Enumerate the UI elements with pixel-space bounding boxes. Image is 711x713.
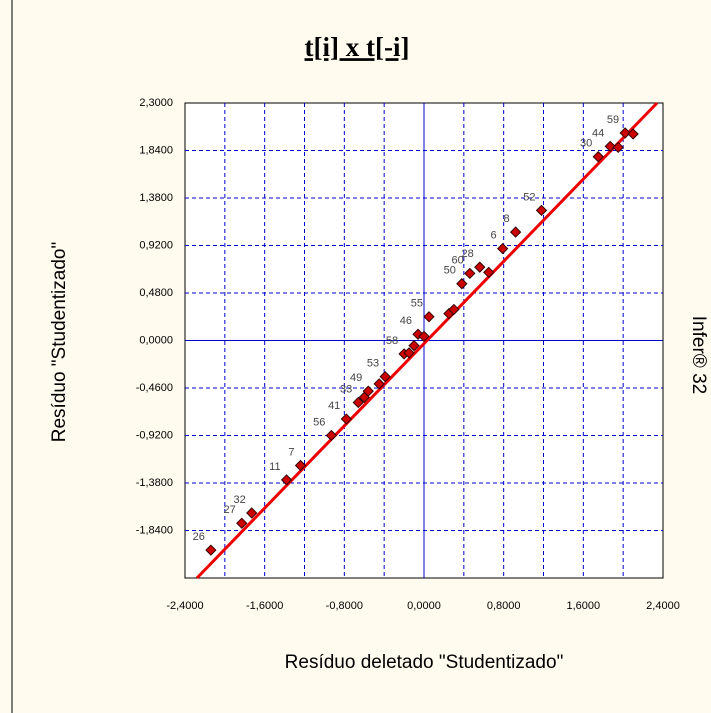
- point-label: 11: [269, 461, 280, 473]
- point: [604, 140, 616, 153]
- point-label: 58: [386, 335, 398, 347]
- point-label: 49: [350, 372, 362, 384]
- x-tick-label: 2,4000: [646, 600, 680, 612]
- point-label: 7: [288, 446, 294, 458]
- point-label: 30: [580, 138, 592, 150]
- point: [474, 261, 486, 273]
- y-tick-label: 1,3800: [139, 192, 173, 204]
- point: [403, 347, 415, 359]
- point: [358, 391, 370, 403]
- y-axis-label: Resíduo "Studentizado": [49, 242, 70, 442]
- point: [205, 544, 217, 556]
- y-tick-label: -0,9200: [136, 429, 173, 441]
- x-axis-label: Resíduo deletado "Studentizado": [285, 652, 564, 673]
- point-label: 46: [400, 315, 412, 327]
- x-tick-label: -0,8000: [326, 600, 363, 612]
- point: [423, 311, 435, 323]
- point-label: 32: [233, 494, 245, 506]
- point-label: 60: [452, 254, 464, 266]
- y-tick-label: 0,4800: [139, 287, 173, 299]
- point-label: 53: [367, 358, 379, 370]
- point: [246, 507, 258, 519]
- x-tick-label: 0,8000: [487, 600, 521, 612]
- point-label: 59: [607, 114, 619, 126]
- point-label: 41: [328, 400, 340, 412]
- point: [535, 204, 548, 217]
- point-label: 26: [193, 531, 205, 543]
- point-label: 28: [462, 248, 474, 260]
- chart-title: t[i] x t[-i]: [305, 32, 410, 62]
- point: [379, 370, 391, 383]
- point: [352, 396, 364, 409]
- point: [280, 474, 293, 486]
- x-tick-label: 1,6000: [567, 600, 601, 612]
- y-tick-label: 0,9200: [139, 239, 173, 251]
- point: [418, 330, 430, 343]
- point: [325, 429, 338, 442]
- point-label: 52: [523, 191, 535, 203]
- point: [497, 242, 509, 255]
- point: [373, 378, 385, 390]
- y-tick-label: 2,3000: [139, 97, 173, 109]
- point-label: 8: [503, 213, 509, 225]
- fit-line: [195, 101, 659, 580]
- point: [483, 266, 495, 279]
- point: [456, 278, 468, 290]
- point: [236, 517, 248, 529]
- x-tick-label: 0,0000: [407, 600, 441, 612]
- side-text: Infer® 32: [688, 316, 709, 394]
- point-label: 56: [313, 416, 325, 428]
- y-tick-label: -1,3800: [136, 477, 173, 489]
- point-label: 6: [491, 230, 497, 242]
- point: [294, 459, 307, 472]
- point: [509, 226, 522, 238]
- x-tick-label: -1,6000: [246, 600, 283, 612]
- point: [448, 303, 460, 316]
- point-label: 27: [224, 504, 236, 516]
- point-label: 50: [444, 265, 456, 277]
- y-tick-label: 1,8400: [139, 144, 173, 156]
- point: [408, 340, 420, 352]
- y-tick-label: 0,0000: [139, 334, 173, 346]
- point: [592, 151, 604, 163]
- point: [619, 127, 631, 139]
- point: [464, 267, 476, 280]
- point: [627, 128, 639, 140]
- point: [612, 141, 624, 154]
- point: [340, 413, 352, 425]
- point-label: 44: [592, 127, 604, 139]
- point-label: 55: [411, 298, 423, 310]
- y-tick-label: -1,8400: [136, 524, 173, 536]
- point-label: 33: [340, 383, 352, 395]
- x-tick-label: -2,4000: [166, 600, 203, 612]
- y-tick-label: -0,4600: [136, 382, 173, 394]
